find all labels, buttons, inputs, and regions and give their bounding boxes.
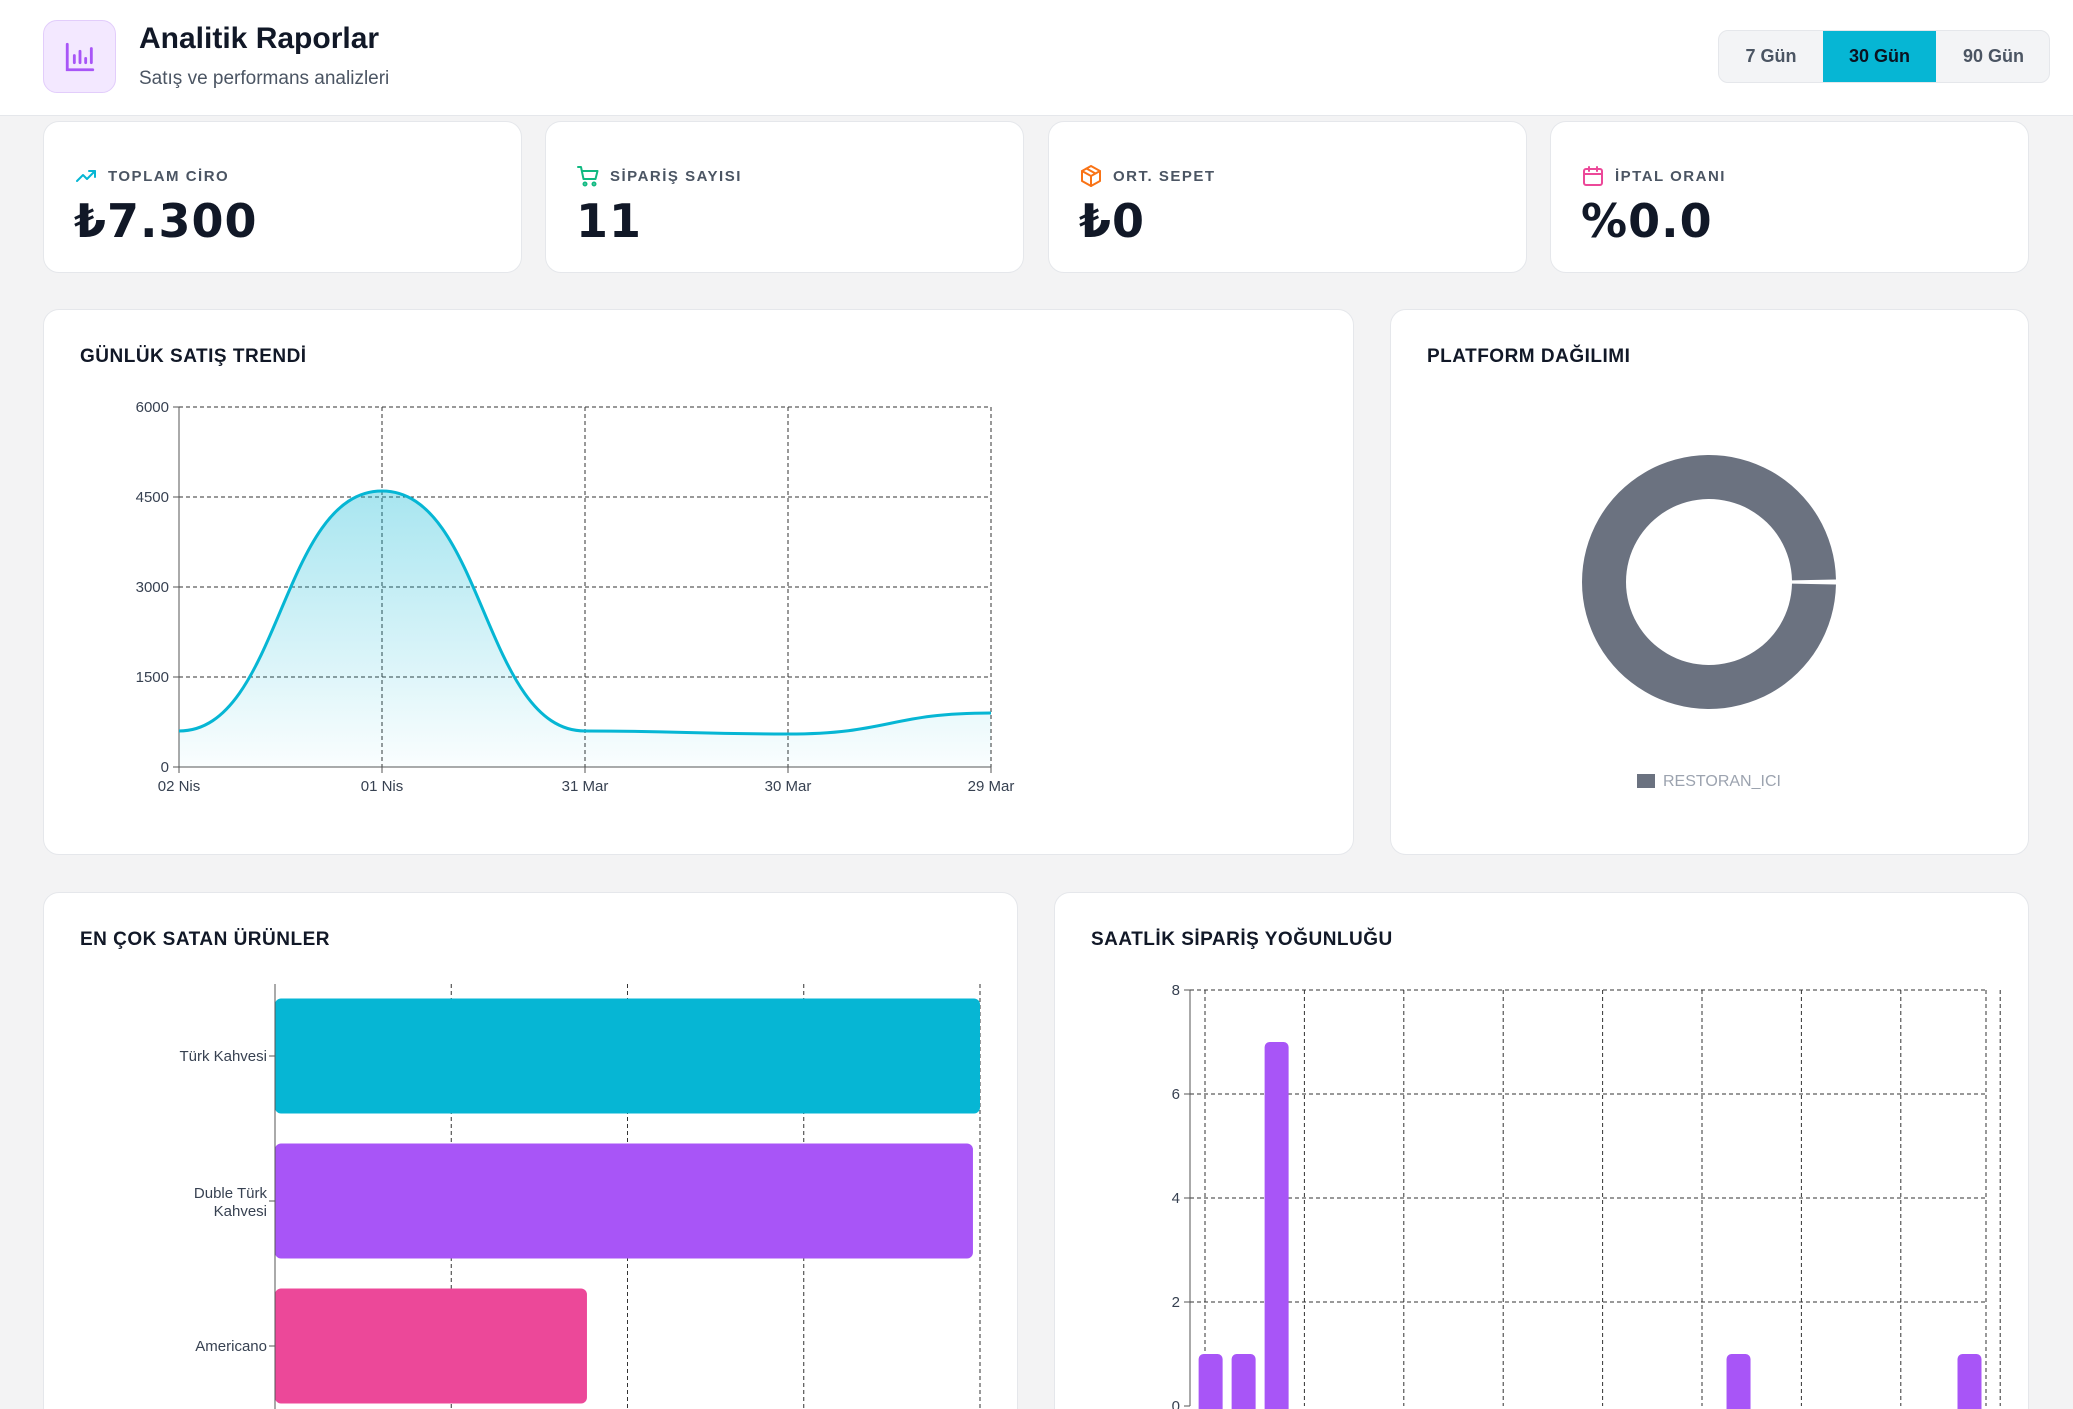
bar [1264, 1042, 1289, 1409]
y-tick-label: 6000 [136, 399, 169, 416]
x-tick-label: 30 Mar [765, 778, 812, 795]
stat-card-cancel-rate: İPTAL ORANI %0.0 [1550, 121, 2029, 273]
stat-label: İPTAL ORANI [1615, 167, 1726, 185]
platform-distribution-panel: PLATFORM DAĞILIMI RESTORAN_ICI [1390, 309, 2029, 855]
panel-title: PLATFORM DAĞILIMI [1427, 346, 1631, 367]
x-tick-label: 02 Nis [158, 778, 201, 795]
bar [1198, 1354, 1223, 1409]
y-tick-label: Türk Kahvesi [179, 1048, 267, 1065]
y-tick-label: Americano [195, 1338, 267, 1355]
daily-sales-trend-chart: 0 1500 3000 4500 6000 02 Nis 01 Nis 31 Mar 30 Ma… [136, 399, 1015, 795]
y-tick-label: 0 [1172, 1398, 1180, 1409]
stat-label: ORT. SEPET [1113, 167, 1216, 185]
date-range-selector: 7 Gün 30 Gün 90 Gün [1718, 30, 2050, 83]
package-icon [1081, 165, 1101, 187]
bar [275, 1288, 587, 1404]
y-tick-label: Duble Türk [194, 1185, 268, 1202]
area-fill [179, 491, 991, 767]
stat-value: 11 [576, 194, 643, 248]
bar-chart-icon [65, 42, 94, 71]
y-tick-label: 8 [1172, 982, 1180, 999]
stat-card-revenue: TOPLAM CİRO ₺7.300 [43, 121, 522, 273]
panel-title: SAATLİK SİPARİŞ YOĞUNLUĞU [1091, 929, 1393, 950]
logo [43, 20, 116, 93]
page-title: Analitik Raporlar [139, 22, 380, 55]
donut-slice [1582, 455, 1836, 709]
x-tick-label: 29 Mar [968, 778, 1015, 795]
stat-card-orders: SİPARİŞ SAYISI 11 [545, 121, 1024, 273]
stat-value: ₺7.300 [74, 194, 258, 248]
bar [1726, 1354, 1751, 1409]
platform-distribution-chart: RESTORAN_ICI [1582, 455, 1836, 790]
stat-value: ₺0 [1079, 194, 1146, 248]
y-tick-label: 4 [1172, 1190, 1180, 1207]
hourly-orders-panel: SAATLİK SİPARİŞ YOĞUNLUĞU 0 2 4 6 8 [1054, 892, 2029, 1409]
y-tick-label: 2 [1172, 1294, 1180, 1311]
bar [275, 1143, 973, 1259]
panel-title: GÜNLÜK SATIŞ TRENDİ [80, 346, 307, 367]
calendar-icon [1583, 166, 1603, 186]
shopping-cart-icon [577, 166, 599, 187]
page-header: Analitik Raporlar Satış ve performans an… [0, 0, 2073, 116]
range-30-days-button[interactable]: 30 Gün [1823, 31, 1936, 82]
series-line [178, 489, 992, 736]
y-tick-label: 4500 [136, 489, 169, 506]
range-90-days-button[interactable]: 90 Gün [1962, 46, 2024, 66]
stat-label: SİPARİŞ SAYISI [610, 167, 742, 185]
range-7-days-button[interactable]: 7 Gün [1745, 46, 1797, 66]
trending-up-icon [76, 170, 96, 182]
bar [1957, 1354, 1982, 1409]
legend-swatch [1637, 774, 1655, 788]
hourly-orders-chart: 0 2 4 6 8 [1172, 982, 2001, 1409]
bar [275, 998, 980, 1114]
daily-sales-trend-panel: GÜNLÜK SATIŞ TRENDİ 0 1500 3000 4500 6000 02 … [43, 309, 1354, 855]
page-subtitle: Satış ve performans analizleri [139, 68, 390, 89]
x-tick-label: 01 Nis [361, 778, 404, 795]
top-products-panel: EN ÇOK SATAN ÜRÜNLER Türk Kahvesi Duble T… [43, 892, 1018, 1409]
stat-value: %0.0 [1581, 194, 1713, 248]
x-tick-label: 31 Mar [562, 778, 609, 795]
y-tick-label: 3000 [136, 579, 169, 596]
y-tick-label: 0 [161, 759, 169, 776]
y-tick-label: 1500 [136, 669, 169, 686]
panel-title: EN ÇOK SATAN ÜRÜNLER [80, 929, 330, 950]
bar [1231, 1354, 1256, 1409]
y-tick-label: Kahvesi [214, 1203, 267, 1220]
stat-label: TOPLAM CİRO [108, 167, 230, 185]
stat-card-avg-basket: ORT. SEPET ₺0 [1048, 121, 1527, 273]
y-tick-label: 6 [1172, 1086, 1180, 1103]
legend-label: RESTORAN_ICI [1663, 773, 1781, 790]
